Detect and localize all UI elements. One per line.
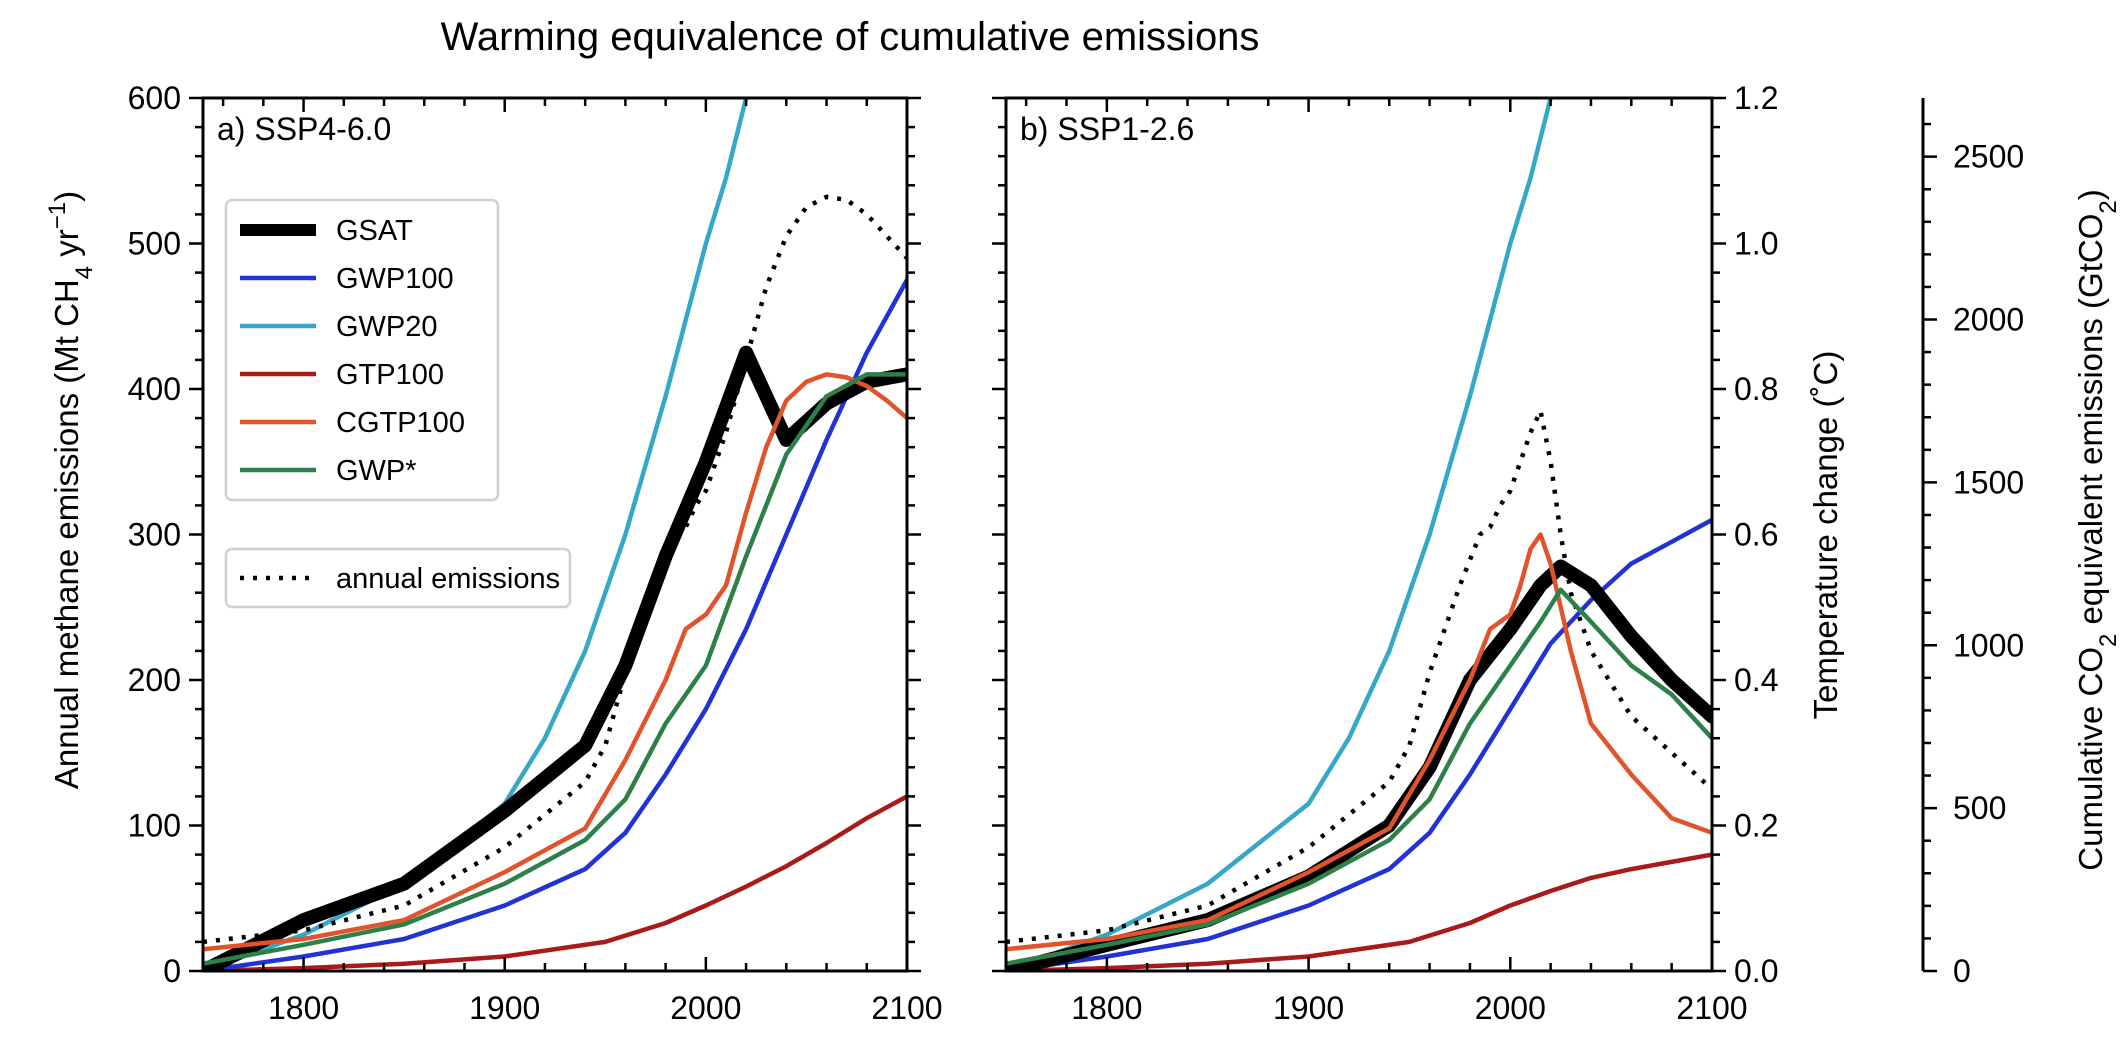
- temp-tick-label: 0.2: [1734, 808, 1778, 844]
- series-gsat-a: [203, 345, 907, 971]
- y-tick-label: 0: [163, 953, 181, 989]
- y-tick-label: 300: [128, 517, 181, 553]
- cumulative-tick-label: 2500: [1953, 139, 2024, 175]
- x-tick-label-b: 1800: [1071, 990, 1142, 1026]
- legend-label-cgtp100: CGTP100: [336, 407, 465, 439]
- series-cgtp100-b: [1006, 532, 1712, 952]
- legend-annual-box: [224, 547, 572, 609]
- legend-label-gwp: GWP*: [336, 455, 417, 487]
- temperature-axis-label: Temperature change (˚C): [1807, 351, 1844, 720]
- temp-tick-label: 1.0: [1734, 226, 1778, 262]
- temp-tick-label: 0.8: [1734, 371, 1778, 407]
- series-gwp-b: [1006, 587, 1712, 966]
- x-tick-label-a: 1900: [469, 990, 540, 1026]
- x-tick-label-b: 1900: [1273, 990, 1344, 1026]
- figure-title: Warming equivalence of cumulative emissi…: [441, 15, 1260, 59]
- panel-a: 1800 1900 2000 2100 0 100 200 300 400 500 600 a) SS…: [128, 80, 943, 1026]
- left-y-axis-label: Annual methane emissions (Mt CH4 yr−1): [44, 191, 98, 789]
- series-annual-emissions-b: [1006, 408, 1712, 945]
- series-cgtp100-a: [203, 372, 907, 952]
- legend-label-annual-emissions: annual emissions: [336, 563, 560, 595]
- series-gwp100-a: [203, 277, 907, 971]
- series-gwp20-b: [1006, 98, 1553, 971]
- cumulative-tick-label: 500: [1953, 790, 2006, 826]
- cumulative-tick-label: 0: [1953, 953, 1971, 989]
- legend-label-gwp100: GWP100: [336, 263, 454, 295]
- y-tick-label: 100: [128, 808, 181, 844]
- y-tick-label: 500: [128, 226, 181, 262]
- temp-tick-label: 0.6: [1734, 517, 1778, 553]
- cumulative-emissions-axis: 0 500 1000 1500 2000 2500: [1921, 98, 2024, 989]
- legend-label-gsat: GSAT: [336, 215, 413, 247]
- panel-label-b: b) SSP1-2.6: [1020, 111, 1194, 147]
- temp-tick-label: 0.0: [1734, 953, 1778, 989]
- x-tick-label-a: 2100: [871, 990, 942, 1026]
- temp-tick-label: 0.4: [1734, 662, 1778, 698]
- panel-label-a: a) SSP4-6.0: [217, 111, 391, 147]
- series-gwp-a: [203, 372, 907, 966]
- series-gtp100-a: [203, 794, 907, 971]
- series-gtp100-b: [1006, 852, 1712, 971]
- legend: GSAT GWP100 GWP20 GTP100 CGTP100 GWP*: [224, 198, 500, 502]
- x-tick-label-b: 2100: [1676, 990, 1747, 1026]
- legend-label-gwp20: GWP20: [336, 311, 438, 343]
- x-tick-label-a: 1800: [268, 990, 339, 1026]
- temp-tick-label: 1.2: [1734, 80, 1778, 116]
- y-tick-label: 400: [128, 371, 181, 407]
- y-tick-label: 600: [128, 80, 181, 116]
- legend-box: [224, 198, 500, 502]
- x-tick-label-a: 2000: [670, 990, 741, 1026]
- x-tick-label-b: 2000: [1475, 990, 1546, 1026]
- cumulative-axis-label: Cumulative CO2 equivalent emissions (GtC…: [2072, 189, 2122, 870]
- series-gsat-b: [1006, 559, 1712, 971]
- y-tick-label: 200: [128, 662, 181, 698]
- cumulative-tick-label: 1500: [1953, 464, 2024, 500]
- series-gwp100-b: [1006, 517, 1712, 971]
- legend-label-gtp100: GTP100: [336, 359, 444, 391]
- cumulative-tick-label: 2000: [1953, 302, 2024, 338]
- legend-annual: annual emissions: [224, 547, 572, 609]
- cumulative-tick-label: 1000: [1953, 627, 2024, 663]
